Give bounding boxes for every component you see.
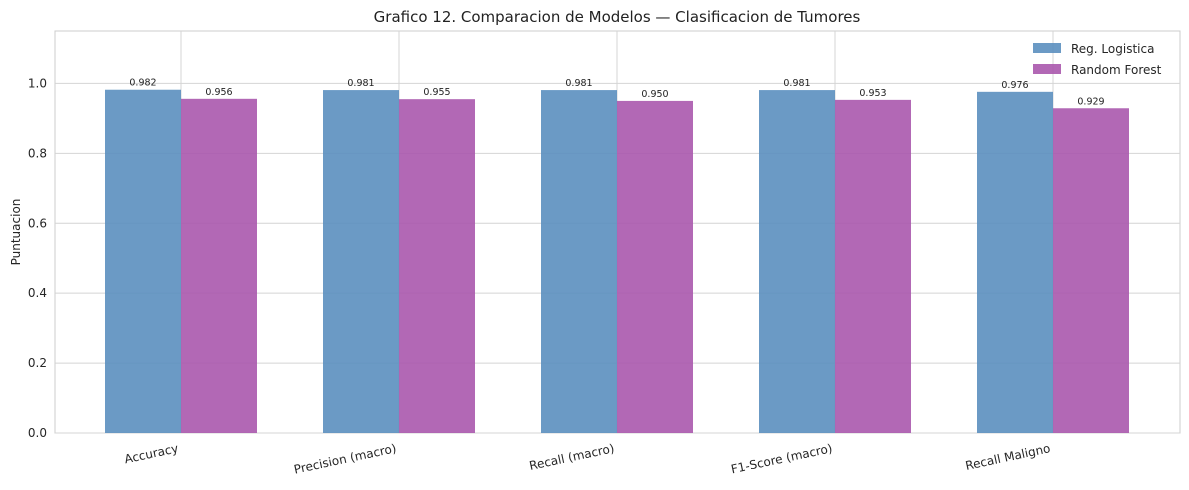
bar-random-forest-precision-macro <box>399 99 475 433</box>
y-axis-ticks: 0.0 0.2 0.4 0.6 0.8 1.0 <box>28 76 47 440</box>
y-tick-label: 0.8 <box>28 146 47 160</box>
data-label-reg-logistica-accuracy: 0.982 <box>129 78 156 89</box>
bar-reg-logistica-accuracy <box>105 89 181 433</box>
bar-random-forest-f1-score-macro <box>835 99 911 433</box>
x-tick-label: Precision (macro) <box>293 441 398 476</box>
bar-random-forest-recall-macro <box>617 100 693 434</box>
y-tick-label: 0.0 <box>28 426 47 440</box>
bar-reg-logistica-precision-macro <box>323 90 399 433</box>
y-axis-label: Puntuacion <box>9 199 23 266</box>
x-tick-label: Recall Maligno <box>964 441 1052 473</box>
bars <box>105 89 1129 434</box>
bar-random-forest-accuracy <box>181 98 257 434</box>
x-tick-label: Accuracy <box>123 441 180 466</box>
x-axis-ticks: Accuracy Precision (macro) Recall (macro) F… <box>123 441 1052 476</box>
x-tick-label: F1-Score (macro) <box>730 441 834 476</box>
y-tick-label: 1.0 <box>28 76 47 90</box>
bar-reg-logistica-recall-maligno <box>977 91 1053 434</box>
legend-label-random-forest: Random Forest <box>1071 63 1162 77</box>
data-label-reg-logistica-recall-maligno: 0.976 <box>1001 80 1028 91</box>
data-label-random-forest-recall-macro: 0.950 <box>641 89 668 100</box>
chart-title: Grafico 12. Comparacion de Modelos — Cla… <box>374 8 861 26</box>
x-tick-label: Recall (macro) <box>528 441 616 473</box>
bar-reg-logistica-f1-score-macro <box>759 90 835 433</box>
bar-reg-logistica-recall-macro <box>541 90 617 433</box>
y-tick-label: 0.2 <box>28 356 47 370</box>
bar-random-forest-recall-maligno <box>1053 108 1129 434</box>
data-label-reg-logistica-recall-macro: 0.981 <box>565 78 592 89</box>
data-label-random-forest-accuracy: 0.956 <box>205 87 232 98</box>
data-label-random-forest-recall-maligno: 0.929 <box>1077 96 1104 107</box>
y-tick-label: 0.4 <box>28 286 47 300</box>
y-tick-label: 0.6 <box>28 216 47 230</box>
legend: Reg. Logistica Random Forest <box>1033 42 1162 77</box>
data-label-reg-logistica-precision-macro: 0.981 <box>347 78 374 89</box>
legend-swatch-reg-logistica <box>1033 43 1061 53</box>
legend-swatch-random-forest <box>1033 64 1061 74</box>
data-label-random-forest-precision-macro: 0.955 <box>423 87 450 98</box>
data-label-random-forest-f1-score-macro: 0.953 <box>859 88 886 99</box>
data-labels: 0.982 0.981 0.981 0.981 0.976 0.956 0.955 0.950… <box>129 78 1104 108</box>
legend-label-reg-logistica: Reg. Logistica <box>1071 42 1154 56</box>
data-label-reg-logistica-f1-score-macro: 0.981 <box>783 78 810 89</box>
